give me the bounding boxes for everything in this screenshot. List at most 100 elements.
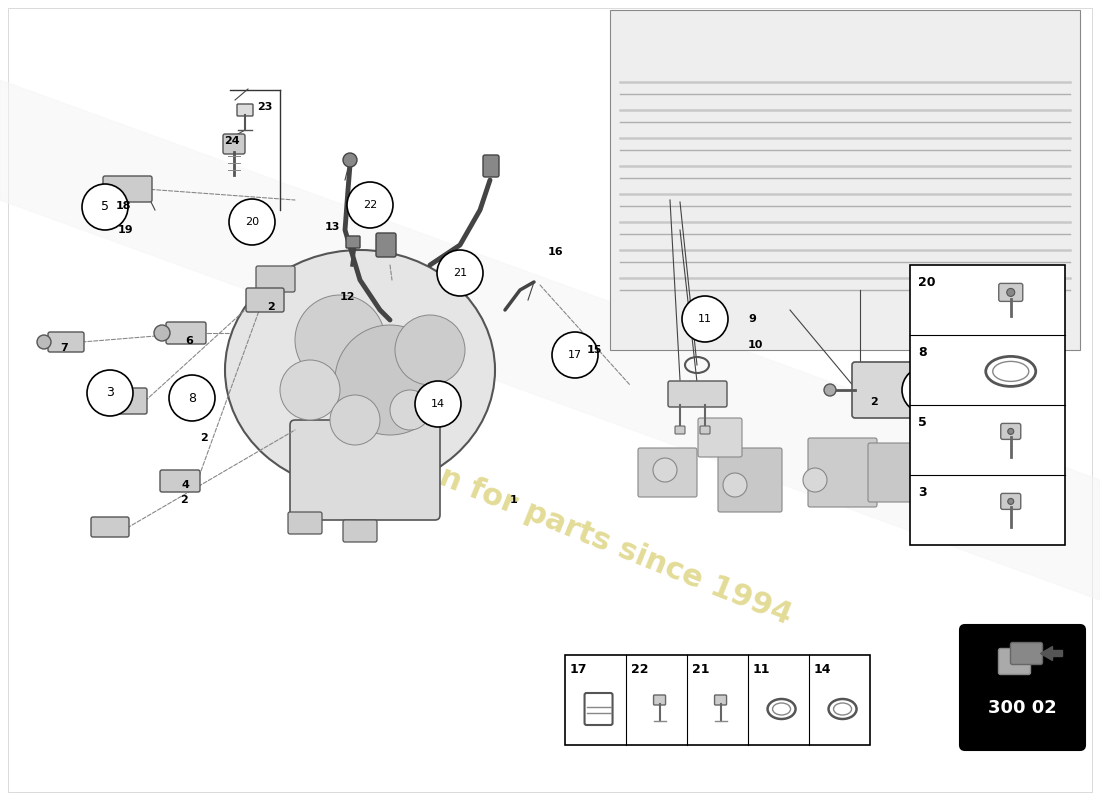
- FancyBboxPatch shape: [290, 420, 440, 520]
- FancyBboxPatch shape: [160, 470, 200, 492]
- Text: 8: 8: [918, 346, 926, 359]
- Circle shape: [280, 360, 340, 420]
- FancyBboxPatch shape: [166, 322, 206, 344]
- Text: 24: 24: [224, 136, 240, 146]
- Text: 3: 3: [918, 486, 926, 499]
- FancyBboxPatch shape: [928, 458, 977, 512]
- FancyBboxPatch shape: [668, 381, 727, 407]
- Text: 2: 2: [267, 302, 275, 312]
- FancyBboxPatch shape: [715, 695, 726, 705]
- FancyBboxPatch shape: [103, 176, 152, 202]
- FancyBboxPatch shape: [236, 104, 253, 116]
- Circle shape: [295, 295, 385, 385]
- FancyBboxPatch shape: [718, 448, 782, 512]
- Text: 5: 5: [918, 416, 926, 429]
- FancyBboxPatch shape: [376, 233, 396, 257]
- FancyBboxPatch shape: [483, 155, 499, 177]
- Text: 8: 8: [188, 391, 196, 405]
- Circle shape: [343, 153, 358, 167]
- FancyBboxPatch shape: [1011, 642, 1043, 665]
- Text: 5: 5: [101, 201, 109, 214]
- FancyBboxPatch shape: [808, 438, 877, 507]
- Text: 11: 11: [698, 314, 712, 324]
- Text: 300 02: 300 02: [988, 699, 1057, 717]
- Text: 16: 16: [548, 247, 563, 257]
- Bar: [565, 655, 870, 745]
- Circle shape: [682, 296, 728, 342]
- Text: 17: 17: [570, 663, 587, 676]
- FancyBboxPatch shape: [698, 418, 742, 457]
- Text: 12: 12: [340, 292, 355, 302]
- Text: 21: 21: [692, 663, 710, 676]
- Circle shape: [1008, 498, 1014, 504]
- FancyBboxPatch shape: [675, 426, 685, 434]
- Text: 10: 10: [748, 340, 763, 350]
- FancyBboxPatch shape: [653, 695, 666, 705]
- FancyBboxPatch shape: [868, 443, 922, 502]
- Text: 3: 3: [921, 383, 928, 397]
- Circle shape: [1008, 429, 1014, 434]
- Circle shape: [902, 367, 948, 413]
- Text: 7: 7: [60, 343, 68, 353]
- FancyBboxPatch shape: [107, 197, 121, 211]
- Text: 13: 13: [324, 222, 340, 232]
- Text: 11: 11: [754, 663, 770, 676]
- FancyBboxPatch shape: [1001, 423, 1021, 439]
- Circle shape: [653, 458, 676, 482]
- FancyBboxPatch shape: [346, 236, 360, 248]
- Text: 20: 20: [245, 217, 260, 227]
- Circle shape: [415, 381, 461, 427]
- Ellipse shape: [226, 250, 495, 490]
- Text: 14: 14: [814, 663, 832, 676]
- FancyBboxPatch shape: [1001, 494, 1021, 510]
- Text: 15: 15: [587, 345, 603, 355]
- Text: 23: 23: [257, 102, 273, 112]
- FancyBboxPatch shape: [91, 517, 129, 537]
- Circle shape: [37, 335, 51, 349]
- FancyBboxPatch shape: [638, 448, 697, 497]
- Text: 3: 3: [106, 386, 114, 399]
- Circle shape: [82, 184, 128, 230]
- FancyBboxPatch shape: [288, 512, 322, 534]
- Text: 2: 2: [870, 397, 878, 407]
- Circle shape: [824, 384, 836, 396]
- Text: 2: 2: [200, 433, 208, 443]
- Text: 2: 2: [180, 495, 188, 505]
- Circle shape: [346, 182, 393, 228]
- Polygon shape: [1041, 646, 1063, 661]
- Text: 4: 4: [182, 480, 190, 490]
- Bar: [610, 10, 1080, 350]
- FancyBboxPatch shape: [223, 134, 245, 154]
- Bar: [910, 265, 1065, 545]
- Polygon shape: [0, 80, 1100, 600]
- Text: 20: 20: [918, 276, 935, 289]
- FancyBboxPatch shape: [246, 288, 284, 312]
- Text: a passion for parts since 1994: a passion for parts since 1994: [304, 410, 796, 630]
- Text: 9: 9: [748, 314, 756, 324]
- Circle shape: [437, 250, 483, 296]
- Circle shape: [552, 332, 598, 378]
- Circle shape: [330, 395, 380, 445]
- Text: 6: 6: [185, 336, 192, 346]
- Text: 19: 19: [118, 225, 133, 235]
- Circle shape: [803, 468, 827, 492]
- Text: 18: 18: [116, 201, 132, 211]
- FancyBboxPatch shape: [104, 388, 147, 414]
- Circle shape: [154, 325, 170, 341]
- Text: 1: 1: [510, 495, 518, 505]
- FancyBboxPatch shape: [343, 520, 377, 542]
- Circle shape: [395, 315, 465, 385]
- Text: 17: 17: [568, 350, 582, 360]
- FancyBboxPatch shape: [852, 362, 928, 418]
- FancyBboxPatch shape: [48, 332, 84, 352]
- FancyBboxPatch shape: [700, 426, 710, 434]
- Circle shape: [390, 390, 430, 430]
- FancyBboxPatch shape: [256, 266, 295, 292]
- Text: 21: 21: [453, 268, 468, 278]
- Circle shape: [229, 199, 275, 245]
- Circle shape: [1006, 288, 1014, 296]
- FancyBboxPatch shape: [960, 625, 1085, 750]
- FancyBboxPatch shape: [999, 283, 1023, 302]
- Text: 22: 22: [631, 663, 649, 676]
- Text: 22: 22: [363, 200, 377, 210]
